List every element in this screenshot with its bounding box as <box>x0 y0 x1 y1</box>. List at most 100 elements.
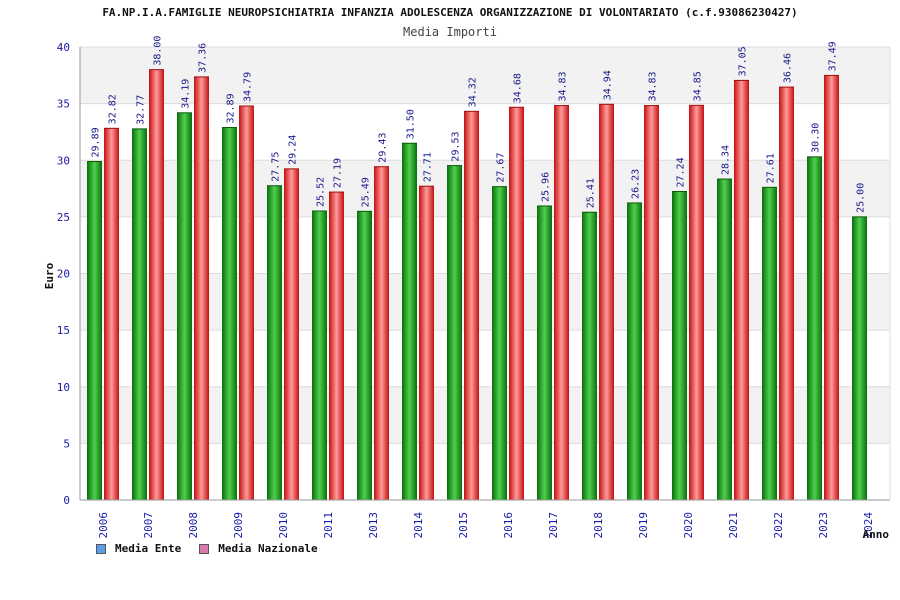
bar-nazionale <box>779 87 794 500</box>
legend-item-ente: Media Ente <box>96 542 181 555</box>
data-label: 34.83 <box>648 71 659 101</box>
x-tick-label: 2011 <box>322 512 335 539</box>
legend-swatch-nazionale <box>199 543 210 554</box>
grid-band <box>80 443 890 500</box>
data-label: 34.79 <box>243 72 254 102</box>
bar-nazionale <box>554 105 569 501</box>
bar-ente <box>672 191 687 500</box>
chart-title: FA.NP.I.A.FAMIGLIE NEUROPSICHIATRIA INFA… <box>102 6 798 19</box>
x-tick-label: 2008 <box>187 512 200 539</box>
data-label: 34.85 <box>693 71 704 101</box>
x-tick-label: 2010 <box>277 512 290 539</box>
bar-ente <box>312 210 327 500</box>
data-label: 37.05 <box>738 46 749 76</box>
bar-nazionale <box>104 128 119 500</box>
x-tick-label: 2016 <box>502 512 515 539</box>
legend-swatch-ente <box>96 543 106 554</box>
data-label: 27.75 <box>271 152 282 182</box>
x-tick-label: 2019 <box>637 512 650 539</box>
grid-band <box>80 386 890 444</box>
bar-nazionale <box>239 106 254 501</box>
bar-nazionale <box>464 111 479 501</box>
bar-ente <box>852 216 867 500</box>
x-tick-label: 2024 <box>862 512 875 539</box>
legend-label-ente: Media Ente <box>115 542 182 555</box>
grid-band <box>80 273 890 331</box>
data-label: 25.96 <box>541 172 552 202</box>
data-label: 37.49 <box>828 41 839 71</box>
y-tick-label: 20 <box>57 268 70 281</box>
data-label: 27.19 <box>333 158 344 188</box>
bar-ente <box>87 161 102 501</box>
y-axis-label: Euro <box>43 262 56 289</box>
grid-band <box>80 47 890 104</box>
data-label: 27.67 <box>496 153 507 183</box>
data-label: 32.77 <box>136 95 147 125</box>
bar-ente <box>222 127 237 500</box>
data-label: 29.89 <box>91 127 102 157</box>
data-label: 25.41 <box>586 178 597 208</box>
y-tick-label: 10 <box>57 381 70 394</box>
bar-ente <box>132 128 147 500</box>
data-label: 27.24 <box>676 157 687 187</box>
data-label: 38.00 <box>153 36 164 66</box>
data-label: 27.61 <box>766 153 777 183</box>
bar-nazionale <box>284 168 299 500</box>
bar-ente <box>357 211 372 500</box>
bar-ente <box>537 206 552 501</box>
grid-band <box>80 330 890 387</box>
x-tick-label: 2014 <box>412 512 425 539</box>
chart-legend: Media Ente Media Nazionale <box>96 542 336 555</box>
data-label: 34.19 <box>181 79 192 109</box>
grid-band <box>80 216 890 274</box>
data-label: 26.23 <box>631 169 642 199</box>
bar-nazionale <box>509 107 524 501</box>
bar-ente <box>447 165 462 500</box>
x-tick-label: 2020 <box>682 512 695 539</box>
data-label: 29.43 <box>378 133 389 163</box>
grid-band <box>80 160 890 217</box>
y-tick-label: 30 <box>57 154 70 167</box>
bar-ente <box>492 186 507 500</box>
x-tick-label: 2006 <box>97 512 110 539</box>
data-label: 30.30 <box>811 123 822 153</box>
x-tick-label: 2021 <box>727 512 740 539</box>
chart-subtitle: Media Importi <box>403 25 497 39</box>
data-label: 25.00 <box>856 183 867 213</box>
bar-ente <box>402 143 417 500</box>
x-tick-label: 2018 <box>592 512 605 539</box>
data-label: 25.49 <box>361 177 372 207</box>
y-tick-label: 35 <box>57 98 70 111</box>
bar-nazionale <box>149 69 164 501</box>
data-label: 37.36 <box>198 43 209 73</box>
x-tick-label: 2017 <box>547 512 560 539</box>
y-tick-label: 5 <box>63 437 70 450</box>
x-tick-label: 2013 <box>367 512 380 539</box>
bar-ente <box>717 179 732 500</box>
bar-nazionale <box>194 76 209 500</box>
bar-ente <box>762 187 777 500</box>
bar-nazionale <box>689 105 704 500</box>
bar-ente <box>627 202 642 500</box>
data-label: 28.34 <box>721 145 732 175</box>
legend-label-nazionale: Media Nazionale <box>218 542 318 555</box>
x-tick-label: 2022 <box>772 512 785 539</box>
data-label: 32.89 <box>226 93 237 123</box>
bar-nazionale <box>329 192 344 501</box>
data-label: 36.46 <box>783 53 794 83</box>
data-label: 31.50 <box>406 109 417 139</box>
data-label: 29.53 <box>451 131 462 161</box>
y-tick-label: 25 <box>57 211 70 224</box>
bar-nazionale <box>644 105 659 501</box>
y-tick-label: 15 <box>57 324 70 337</box>
bar-nazionale <box>374 166 389 500</box>
data-label: 32.82 <box>108 94 119 124</box>
bar-nazionale <box>419 186 434 500</box>
bar-ente <box>267 185 282 500</box>
data-label: 27.71 <box>423 152 434 182</box>
data-label: 25.52 <box>316 177 327 207</box>
grid-band <box>80 103 890 161</box>
data-label: 34.94 <box>603 70 614 100</box>
